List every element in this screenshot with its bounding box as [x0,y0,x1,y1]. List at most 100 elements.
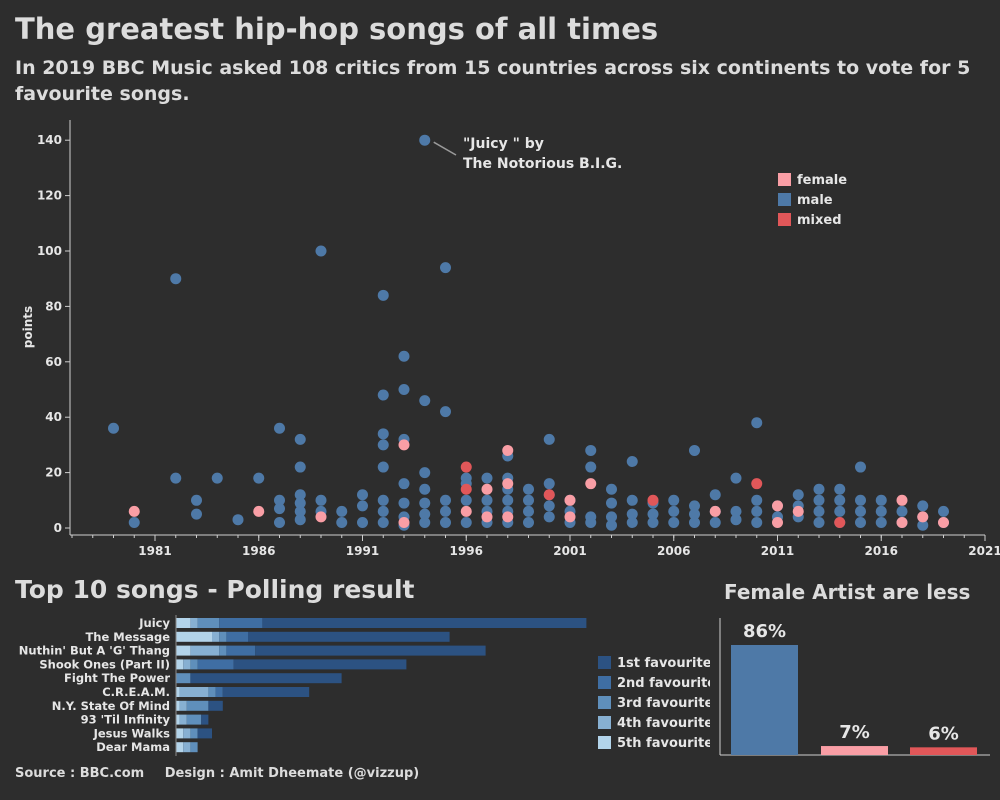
data-point-male [294,497,306,509]
data-point-male [668,494,680,506]
data-point-male [523,516,534,528]
annotation-text: "Juicy " by [463,136,544,152]
data-point-mixed [647,494,659,506]
data-point-male [626,508,638,520]
data-point-female [917,511,929,523]
data-point-mixed [834,516,846,528]
data-point-male [709,489,721,501]
y-axis-label: points [21,306,35,348]
female-chart-title: Female Artist are less [724,580,971,604]
data-point-male [108,422,119,434]
data-point-male [751,417,763,429]
data-point-male [253,472,265,484]
data-point-male [689,516,700,528]
bar-segment [190,742,198,753]
data-point-male [689,500,700,512]
bar-legend-label: 1st favourite [617,656,710,671]
data-point-male [315,245,327,257]
data-point-female [253,505,265,517]
bar-segment [262,618,587,628]
data-point-female [502,444,514,456]
data-point-male [377,289,389,301]
bar-segment [219,618,263,628]
gender-share-chart: 86% 7% 6% [719,618,990,756]
source-credit: Source : BBC.com [15,766,145,781]
bar-segment [176,645,191,656]
x-tick-label: 1986 [242,544,275,558]
bar-category-label: C.R.E.A.M. [102,685,170,699]
legend-swatch-male [778,193,791,206]
data-point-male [730,505,742,517]
data-point-male [191,508,202,520]
x-tick-label: 1981 [138,544,171,558]
bar-category-label: N.Y. State Of Mind [52,699,170,713]
bar-segment [176,659,184,670]
data-point-male [647,516,659,528]
data-point-male [875,516,887,528]
data-point-male [875,494,887,506]
data-point-male [315,494,327,506]
data-point-male [606,511,617,523]
bar-legend-swatch [598,696,611,709]
bar-segment [176,618,191,628]
data-point-male [460,516,472,528]
data-point-male [440,505,451,517]
bar-segment [190,659,198,670]
data-point-male [523,494,534,506]
data-point-female [896,494,908,506]
data-point-male [357,489,368,501]
data-point-male [481,494,493,506]
data-point-male [585,461,597,473]
data-point-male [419,483,431,495]
bar-segment [222,687,310,697]
data-point-female [315,511,327,523]
bar-category-label: Dear Mama [96,740,170,754]
data-point-male [813,505,825,517]
data-point-mixed [460,483,472,495]
bar-segment [186,714,202,725]
share-bar-female [821,746,888,755]
data-point-male [751,494,763,506]
bar-segment [176,673,191,684]
y-tick-label: 120 [37,189,62,203]
data-point-male [440,516,451,528]
y-tick-label: 0 [54,521,62,535]
bar-segment [176,687,180,697]
data-point-male [232,514,244,526]
data-point-male [357,516,368,528]
bar-category-label: Nuthin' But A 'G' Thang [19,644,170,658]
data-point-female [772,516,783,528]
legend-swatch-mixed [778,213,791,226]
data-point-male [460,494,472,506]
data-point-male [855,494,866,506]
data-point-male [543,500,555,512]
share-value-label: 86% [743,621,786,642]
data-point-male [751,516,763,528]
bar-segment [219,645,227,656]
data-point-male [377,505,389,517]
share-bar-mixed [910,747,977,755]
bar-segment [183,659,191,670]
data-point-male [398,497,410,509]
x-tick-label: 2011 [761,544,794,558]
x-tick-label: 2006 [657,544,690,558]
y-tick-label: 100 [37,244,62,258]
data-point-male [606,519,617,531]
y-tick-label: 140 [37,133,62,147]
data-point-male [543,511,555,523]
bar-segment [176,742,184,753]
data-point-male [834,483,846,495]
data-point-male [170,273,182,285]
data-point-male [917,519,929,531]
data-point-male [419,516,431,528]
bar-segment [186,700,209,711]
data-point-male [294,514,306,526]
data-point-male [855,505,866,517]
x-tick-label: 1996 [450,544,483,558]
bar-segment [176,728,184,739]
data-point-male [668,505,680,517]
legend-swatch-female [778,173,791,186]
bar-segment [197,659,234,670]
y-tick-label: 60 [45,355,62,369]
data-point-female [460,505,472,517]
